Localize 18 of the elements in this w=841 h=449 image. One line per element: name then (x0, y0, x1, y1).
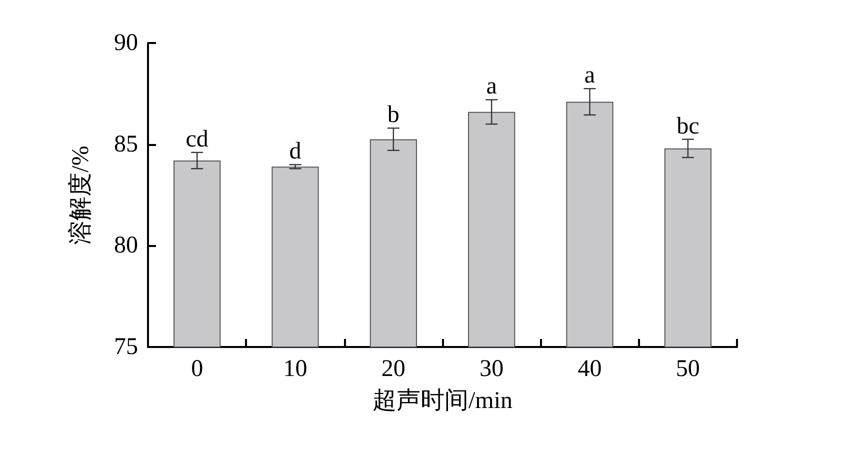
annotation: a (584, 62, 596, 89)
x-axis-title: 超声时间/min (372, 388, 513, 414)
annotation: bc (676, 113, 700, 140)
annotation: b (387, 102, 400, 128)
x-tick-label: 50 (676, 356, 700, 382)
annotation: a (486, 74, 498, 100)
annotation: d (289, 138, 302, 165)
x-tick-label: 30 (480, 356, 504, 382)
y-axis-title: 溶解度/% (67, 146, 94, 244)
x-tick-label: 0 (191, 356, 204, 382)
x-tick-label: 40 (578, 356, 602, 382)
y-tick-label: 80 (114, 232, 138, 259)
y-tick-label: 90 (114, 30, 138, 56)
y-tick-label: 85 (114, 131, 138, 158)
x-tick-label: 20 (381, 356, 406, 382)
x-tick-label: 10 (283, 356, 308, 382)
y-tick-label: 75 (114, 334, 138, 360)
annotation: cd (186, 126, 208, 152)
